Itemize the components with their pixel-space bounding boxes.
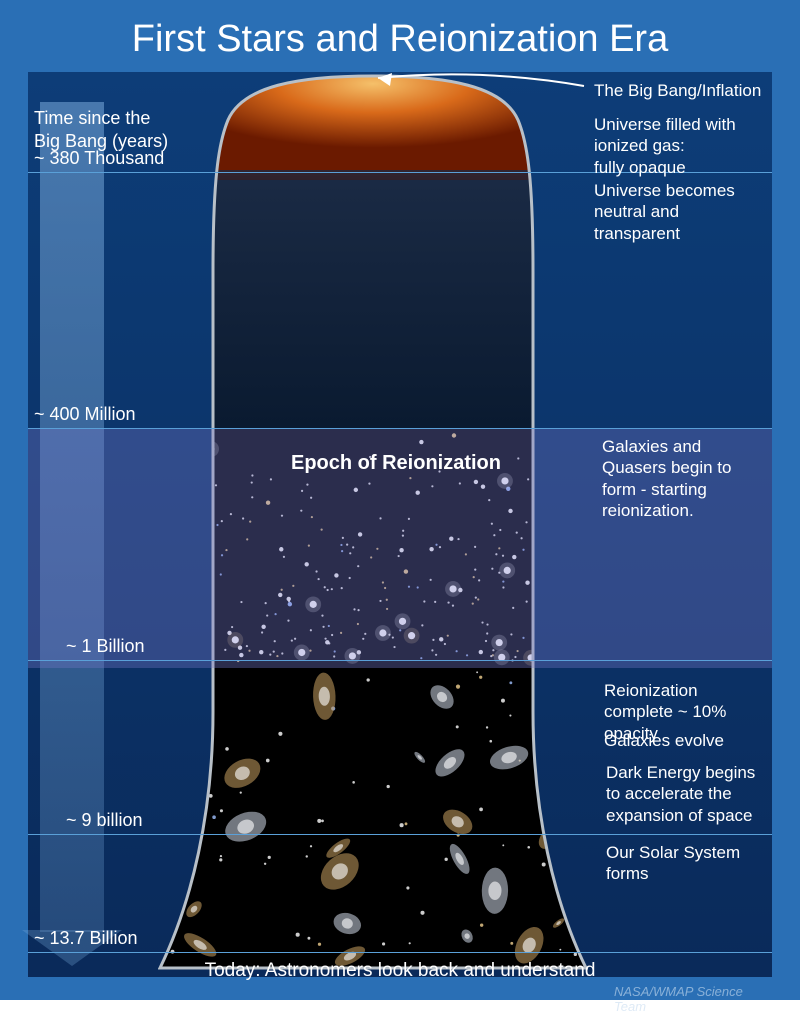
event-label: Dark Energy begins to accelerate the exp… <box>606 762 768 826</box>
big-bang-arrow-icon <box>28 72 772 132</box>
timeline-tick: ~ 13.7 Billion <box>34 928 138 949</box>
event-label: Galaxies and Quasers begin to form - sta… <box>602 436 768 521</box>
timeline-tick: ~ 380 Thousand <box>34 148 164 169</box>
timeline-rule <box>28 428 772 429</box>
epoch-label: Epoch of Reionization <box>246 452 546 475</box>
event-label: Galaxies evolve <box>604 730 768 751</box>
timeline-rule <box>28 660 772 661</box>
timeline-tick: ~ 9 billion <box>66 810 143 831</box>
timeline-rule <box>28 952 772 953</box>
timeline-rule <box>28 834 772 835</box>
timeline-tick: ~ 1 Billion <box>66 636 145 657</box>
timeline-tick: ~ 400 Million <box>34 404 136 425</box>
event-label: Universe becomes neutral and transparent <box>594 180 768 244</box>
infographic-frame: First Stars and Reionization Era Time si… <box>0 0 800 1000</box>
bottom-caption: Today: Astronomers look back and underst… <box>28 960 772 982</box>
event-label: Our Solar System forms <box>606 842 768 885</box>
credit-text: NASA/WMAP Science Team <box>614 984 772 1014</box>
inner-panel: Time since the Big Bang (years) Epoch of… <box>28 72 772 977</box>
page-title: First Stars and Reionization Era <box>0 18 800 61</box>
